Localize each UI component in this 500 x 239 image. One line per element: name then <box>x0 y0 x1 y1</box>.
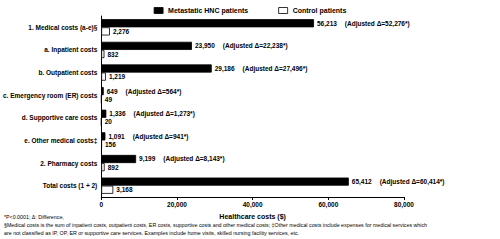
svg-text:0: 0 <box>99 201 103 208</box>
svg-text:832: 832 <box>107 51 118 58</box>
svg-text:23,950: 23,950 <box>195 42 215 50</box>
svg-text:Control patients: Control patients <box>293 7 347 15</box>
svg-text:1. Medical costs (a-e)§: 1. Medical costs (a-e)§ <box>28 24 97 32</box>
svg-text:are not classified as IP, OP,: are not classified as IP, OP, ER or supp… <box>4 230 299 236</box>
svg-text:Total costs (1 + 2): Total costs (1 + 2) <box>43 182 98 190</box>
svg-text:Healthcare costs ($): Healthcare costs ($) <box>219 213 286 221</box>
svg-text:156: 156 <box>105 141 116 148</box>
svg-text:Metastatic HNC patients: Metastatic HNC patients <box>168 7 248 15</box>
svg-text:d. Supportive care costs: d. Supportive care costs <box>22 114 98 122</box>
svg-text:§Medical costs is the sum of i: §Medical costs is the sum of inpatient c… <box>4 222 427 228</box>
svg-text:65,412: 65,412 <box>352 178 372 186</box>
svg-text:2,276: 2,276 <box>113 28 130 36</box>
svg-text:29,186: 29,186 <box>215 65 235 73</box>
svg-text:(Adjusted Δ=8,143*): (Adjusted Δ=8,143*) <box>163 155 224 163</box>
svg-text:49: 49 <box>105 96 113 103</box>
svg-text:(Adjusted Δ=1,273*): (Adjusted Δ=1,273*) <box>134 110 195 118</box>
svg-text:(Adjusted Δ=52,276*): (Adjusted Δ=52,276*) <box>345 20 410 28</box>
svg-text:80,000: 80,000 <box>394 201 414 209</box>
svg-text:1,336: 1,336 <box>109 110 126 118</box>
svg-text:(Adjusted Δ=564*): (Adjusted Δ=564*) <box>126 88 182 96</box>
svg-text:3,168: 3,168 <box>116 186 133 194</box>
svg-text:40,000: 40,000 <box>243 201 263 209</box>
svg-text:2. Pharmacy costs: 2. Pharmacy costs <box>40 160 97 168</box>
svg-text:(Adjusted Δ=22,238*): (Adjusted Δ=22,238*) <box>223 42 288 50</box>
svg-text:*P<0.0001; Δ: Difference,: *P<0.0001; Δ: Difference, <box>4 214 64 220</box>
svg-text:9,199: 9,199 <box>139 155 156 163</box>
svg-text:1,091: 1,091 <box>108 133 125 141</box>
svg-text:b. Outpatient costs: b. Outpatient costs <box>38 69 97 77</box>
svg-text:c. Emergency room (ER) costs: c. Emergency room (ER) costs <box>3 92 98 100</box>
svg-text:e. Other medical costs‡: e. Other medical costs‡ <box>24 137 97 144</box>
svg-text:20,000: 20,000 <box>167 201 187 209</box>
svg-text:a. Inpatient costs: a. Inpatient costs <box>44 46 97 54</box>
svg-text:(Adjusted Δ=941*): (Adjusted Δ=941*) <box>133 133 189 141</box>
svg-text:(Adjusted Δ=27,496*): (Adjusted Δ=27,496*) <box>243 65 308 73</box>
svg-text:649: 649 <box>107 88 118 95</box>
svg-text:892: 892 <box>108 164 119 171</box>
svg-text:(Adjusted Δ=60,414*): (Adjusted Δ=60,414*) <box>380 178 445 186</box>
svg-text:60,000: 60,000 <box>318 201 338 209</box>
svg-text:56,213: 56,213 <box>317 20 337 28</box>
svg-text:1,219: 1,219 <box>109 73 126 81</box>
svg-text:20: 20 <box>105 118 113 125</box>
